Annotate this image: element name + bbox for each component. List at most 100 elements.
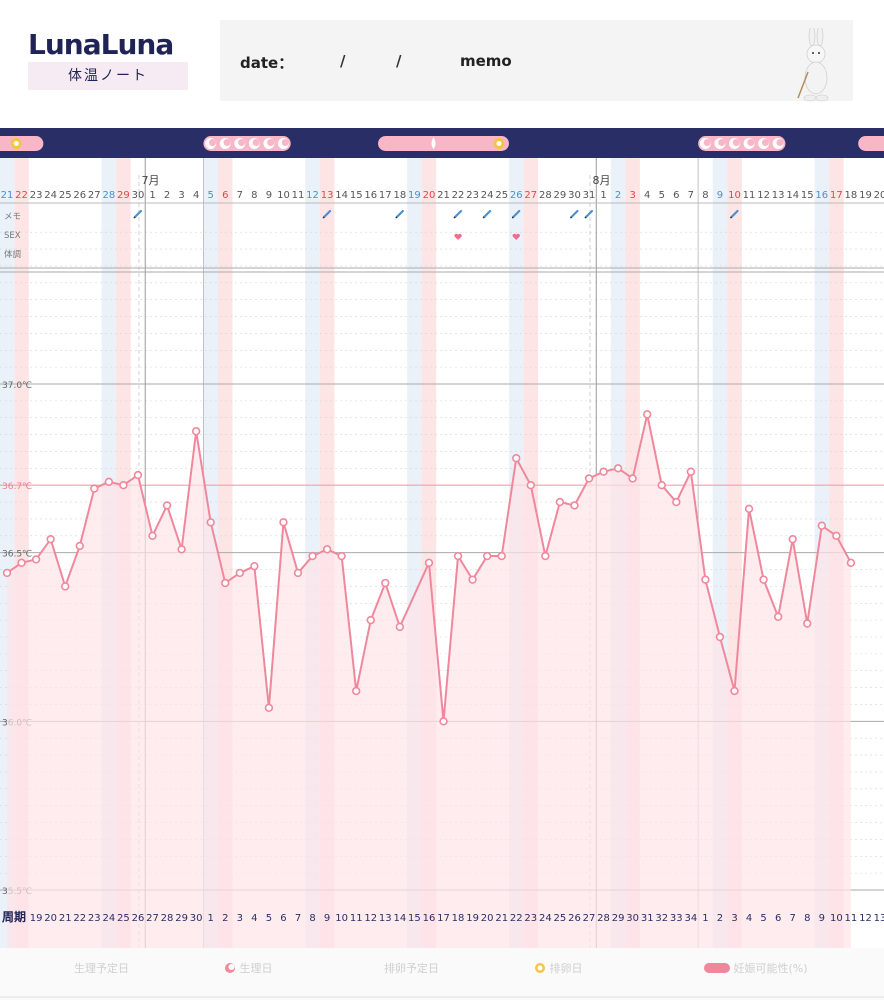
- y-tick-label: 37.0℃: [2, 381, 32, 391]
- date-label: 14: [335, 190, 348, 201]
- cycle-day-label: 9: [324, 913, 330, 924]
- temperature-point: [17, 558, 26, 567]
- temperature-point: [221, 578, 230, 588]
- heart-icon: [512, 233, 520, 240]
- cycle-day-label: 28: [597, 913, 610, 924]
- temperature-point: [46, 534, 55, 544]
- temperature-point: [191, 427, 201, 436]
- pencil-icon: [482, 209, 492, 219]
- date-label: 3: [178, 190, 184, 201]
- date-label: 10: [728, 190, 741, 201]
- temperature-point: [162, 501, 172, 510]
- logo-text: LunaLuna: [28, 28, 174, 61]
- cycle-label: 周期: [2, 909, 26, 924]
- temperature-point: [468, 575, 477, 584]
- temperature-point: [337, 551, 346, 561]
- date-label: 23: [30, 190, 43, 201]
- cycle-day-label: 28: [161, 913, 174, 924]
- logo-subtitle: 体温ノート: [28, 62, 188, 90]
- date-label: 26: [510, 190, 523, 201]
- pencil-icon-tip: [133, 216, 136, 219]
- top-bar-capsule: [378, 136, 509, 151]
- row-label: 体調: [4, 249, 21, 260]
- date-label: 24: [44, 190, 57, 201]
- pencil-icon-tip: [482, 216, 485, 219]
- cycle-day-label: 26: [568, 913, 581, 924]
- temperature-point: [788, 534, 797, 544]
- date-label: 22: [15, 190, 28, 201]
- memo-header-box: date： / / memo: [220, 20, 853, 101]
- pencil-icon-body: [584, 209, 594, 219]
- cycle-day-label: 29: [612, 913, 625, 924]
- date-label: 27: [524, 190, 537, 201]
- row-label: SEX: [4, 231, 21, 241]
- date-label: 5: [208, 190, 214, 201]
- cycle-day-label: 20: [481, 913, 494, 924]
- temperature-point: [628, 474, 637, 483]
- pencil-icon-tip: [570, 216, 572, 219]
- date-label: 11: [292, 190, 305, 201]
- cycle-day-label: 26: [132, 913, 145, 924]
- date-label: 21: [1, 190, 14, 201]
- temperature-point: [715, 632, 725, 642]
- cycle-day-label: 12: [859, 913, 872, 924]
- date-label: 1: [600, 190, 606, 201]
- period-icon-inner: [776, 139, 784, 146]
- temperature-point: [555, 497, 565, 507]
- date-label: 23: [466, 190, 479, 201]
- heart-icon: [454, 233, 462, 240]
- date-row: 21 22 23 24 25 26 27 28 29 30 1 2 3 4 5 6 7 8 9 10 11 12 13 14 1…: [1, 190, 884, 201]
- temperature-point: [730, 686, 739, 696]
- legend-predicted-period-label: 生理予定日: [74, 962, 129, 975]
- pencil-icon-tip: [730, 216, 732, 219]
- pencil-icon: [133, 209, 143, 219]
- legend-period-label: 生理日: [239, 962, 273, 975]
- pencil-icon-body: [133, 209, 143, 219]
- cycle-day-label: 27: [146, 913, 159, 924]
- cycle-day-label: 22: [73, 913, 86, 924]
- pencil-icon-body: [512, 209, 521, 219]
- temperature-point: [482, 551, 492, 561]
- date-label: 16: [364, 190, 377, 201]
- date-label: 16: [815, 190, 828, 201]
- legend-fertile-label: 妊娠可能性(%): [733, 962, 808, 975]
- pencil-icon-body: [570, 209, 579, 219]
- legend-period: 生理日: [224, 960, 273, 976]
- cycle-day-label: 22: [510, 913, 523, 924]
- date-slash-1: /: [340, 52, 346, 70]
- pencil-icon-tip: [322, 216, 325, 219]
- cycle-day-label: 8: [309, 913, 315, 924]
- temperature-point: [308, 551, 317, 561]
- temperature-point: [90, 484, 99, 493]
- y-tick-label: 36.5℃: [2, 550, 32, 560]
- date-label: 8: [251, 190, 257, 201]
- ovulation-icon-inner: [496, 141, 502, 146]
- cycle-day-label: 30: [626, 913, 639, 924]
- cycle-day-label: 5: [266, 913, 272, 924]
- date-label: 1: [149, 190, 155, 201]
- date-label: 11: [743, 190, 756, 201]
- pencil-icon-tip: [584, 216, 587, 219]
- date-label: 29: [554, 190, 567, 201]
- temperature-point: [686, 467, 696, 476]
- legend-predicted-ovulation: 排卵予定日: [384, 960, 439, 976]
- temperature-point: [395, 622, 405, 632]
- cycle-row-labels: 周期 19 20 21 22 23 24 25 26 27 28 29 30 1 2 3 4 5 6 7 8 9 10 11 1…: [2, 909, 884, 924]
- top-bar-capsules: [0, 136, 884, 151]
- cycle-day-label: 1: [702, 913, 708, 924]
- date-label: date：: [240, 54, 294, 72]
- temperature-point: [2, 568, 12, 578]
- cycle-day-label: 6: [280, 913, 286, 924]
- date-label: 20: [874, 190, 884, 201]
- date-label: 12: [306, 190, 319, 201]
- date-label: 29: [117, 190, 130, 201]
- date-label: 17: [379, 190, 392, 201]
- date-label: 26: [73, 190, 86, 201]
- legend-predicted-period: 生理予定日: [74, 960, 129, 976]
- temperature-point: [744, 504, 754, 514]
- date-label: 15: [350, 190, 363, 201]
- date-label: 12: [757, 190, 770, 201]
- temperature-point: [293, 568, 303, 578]
- temperature-point: [177, 545, 186, 554]
- cycle-day-label: 5: [760, 913, 766, 924]
